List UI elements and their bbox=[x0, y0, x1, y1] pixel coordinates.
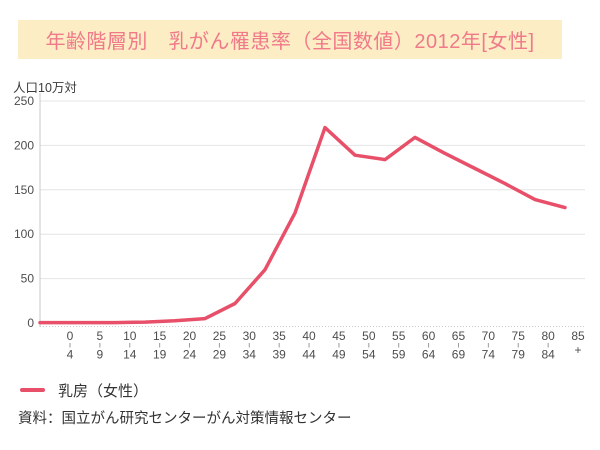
x-tick-label-bottom: 59 bbox=[392, 348, 406, 362]
y-tick-label: 0 bbox=[27, 316, 34, 330]
x-tick-label-top: 30 bbox=[243, 329, 257, 343]
x-tick-label-top: 50 bbox=[362, 329, 376, 343]
y-tick-label: 50 bbox=[21, 272, 35, 286]
data-line-breast-cancer-rate bbox=[38, 125, 567, 325]
x-tick-label-bottom: 14 bbox=[123, 348, 137, 362]
x-tick-label-top: 60 bbox=[422, 329, 436, 343]
source-note: 資料：国立がん研究センターがん対策情報センター bbox=[18, 411, 352, 427]
x-tick-label-bottom: 49 bbox=[332, 348, 346, 362]
x-tick-label-bottom: 19 bbox=[153, 348, 167, 362]
x-tick-label-top: 20 bbox=[183, 329, 197, 343]
chart-title-banner: 年齢階層別 乳がん罹患率（全国数値）2012年[女性] bbox=[18, 20, 562, 59]
x-tick-label-top: 70 bbox=[482, 329, 496, 343]
x-tick-label-top: 65 bbox=[452, 329, 466, 343]
legend-label: 乳房（女性） bbox=[58, 382, 149, 400]
x-tick-label-top: 80 bbox=[541, 329, 555, 343]
x-tick-label-top: 45 bbox=[332, 329, 346, 343]
x-tick-label-bottom: 74 bbox=[482, 348, 496, 362]
x-tick-label-bottom: 84 bbox=[541, 348, 555, 362]
x-tick-label-top: 15 bbox=[153, 329, 167, 343]
x-tick-label-bottom: 64 bbox=[422, 348, 436, 362]
x-tick-label-top: 85 bbox=[571, 329, 585, 343]
x-tick-label-top: 25 bbox=[213, 329, 227, 343]
x-tick-label-bottom: 79 bbox=[512, 348, 526, 362]
x-tick-label-bottom: 29 bbox=[213, 348, 227, 362]
x-tick-label-top: 40 bbox=[302, 329, 316, 343]
legend: 乳房（女性） bbox=[20, 381, 149, 400]
x-tick-label-bottom: 54 bbox=[362, 348, 376, 362]
x-tick-label-bottom: 34 bbox=[243, 348, 257, 362]
x-tick-label-bottom: 39 bbox=[272, 348, 286, 362]
y-tick-label: 250 bbox=[14, 94, 34, 108]
x-tick-label-bottom: 44 bbox=[302, 348, 316, 362]
x-tick-label-bottom: 9 bbox=[97, 348, 104, 362]
chart-title: 年齢階層別 乳がん罹患率（全国数値）2012年[女性] bbox=[45, 31, 535, 53]
x-tick-label-top: 35 bbox=[272, 329, 286, 343]
x-tick-label-top: 10 bbox=[123, 329, 137, 343]
x-tick-label-bottom: 4 bbox=[67, 348, 74, 362]
y-axis-unit-label: 人口10万対 bbox=[13, 81, 77, 95]
y-tick-label: 100 bbox=[14, 227, 34, 241]
x-tick-label-bottom: 69 bbox=[452, 348, 466, 362]
x-tick-label-top: 5 bbox=[97, 329, 104, 343]
x-tick-label-bottom: 24 bbox=[183, 348, 197, 362]
x-tick-label-top: 0 bbox=[67, 329, 74, 343]
legend-line-swatch bbox=[20, 388, 45, 392]
x-tick-label-bottom: + bbox=[574, 343, 581, 357]
y-tick-label: 200 bbox=[14, 138, 34, 152]
x-tick-label-top: 75 bbox=[512, 329, 526, 343]
y-tick-label: 150 bbox=[14, 183, 34, 197]
x-tick-label-top: 55 bbox=[392, 329, 406, 343]
